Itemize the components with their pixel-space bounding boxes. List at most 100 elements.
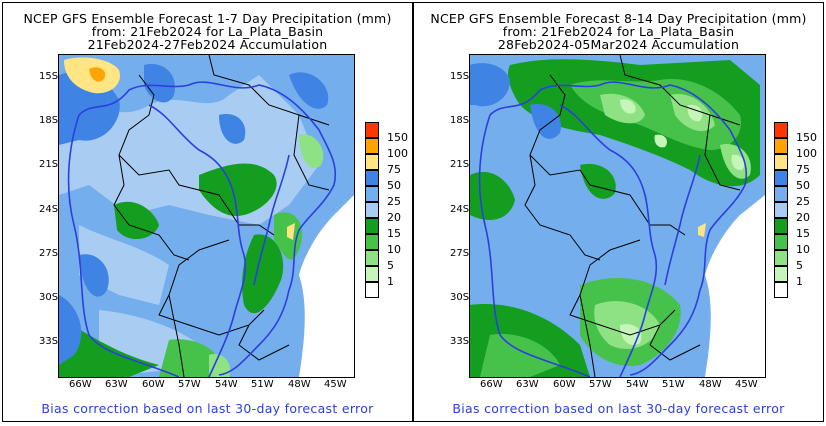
bias-correction-note: Bias correction based on last 30-day for… [452, 401, 785, 416]
area-15mm [114, 201, 159, 240]
area-1mm [620, 99, 636, 114]
lon-label: 54W [215, 379, 238, 390]
panel-title: NCEP GFS Ensemble Forecast 8-14 Day Prec… [430, 11, 807, 26]
legend-swatch-1 [365, 266, 379, 282]
legend-label: 25 [387, 195, 401, 208]
legend-label: 150 [796, 131, 817, 144]
bias-correction-note: Bias correction based on last 30-day for… [41, 401, 374, 416]
river [559, 104, 701, 377]
legend-swatch-5 [365, 250, 379, 266]
panel-accumulation-period: 21Feb2024-27Feb2024 Accumulation [87, 37, 328, 52]
legend-label: 75 [387, 163, 401, 176]
panel-week2: NCEP GFS Ensemble Forecast 8-14 Day Prec… [413, 2, 824, 422]
legend-label: 150 [387, 131, 408, 144]
lat-label: 21S [450, 159, 470, 170]
lon-label: 45W [324, 379, 347, 390]
lat-label: 27S [39, 248, 59, 259]
legend-label: 20 [387, 211, 401, 224]
lat-label: 30S [39, 292, 59, 303]
lat-label: 33S [450, 336, 470, 347]
legend-label: 1 [796, 275, 803, 288]
lon-label: 66W [480, 379, 503, 390]
legend-swatch-50 [365, 170, 379, 186]
legend-label: 1 [387, 275, 394, 288]
lon-label: 51W [662, 379, 685, 390]
country-border [113, 55, 330, 377]
lon-label: 48W [699, 379, 722, 390]
lon-label: 66W [69, 379, 92, 390]
legend-swatch-20 [774, 202, 788, 218]
lon-label: 60W [142, 379, 165, 390]
lon-label: 45W [735, 379, 758, 390]
legend-label: 10 [796, 243, 810, 256]
area-10mm [159, 339, 221, 377]
lat-label: 24S [39, 204, 59, 215]
lon-label: 57W [178, 379, 201, 390]
area-5mm [209, 354, 231, 377]
legend-label: 25 [796, 195, 810, 208]
legend-swatch-25 [365, 186, 379, 202]
legend-swatch-0 [774, 282, 788, 298]
area-1mm [654, 134, 667, 148]
lon-label: 60W [553, 379, 576, 390]
legend-swatch-20 [365, 202, 379, 218]
lon-label: 57W [589, 379, 612, 390]
country-border [524, 55, 741, 377]
precip-map [469, 54, 766, 378]
ocean-no-rain [705, 195, 765, 377]
legend-label: 75 [796, 163, 810, 176]
legend-swatch-10 [774, 234, 788, 250]
basin-outline [478, 81, 748, 377]
legend-label: 5 [387, 259, 394, 272]
legend-swatch-100 [774, 138, 788, 154]
legend-swatch-150 [365, 122, 379, 138]
area-15mm [242, 234, 284, 314]
precip-map-svg [59, 55, 354, 377]
legend-label: 20 [796, 211, 810, 224]
area-15mm [59, 317, 159, 377]
legend-swatch-25 [774, 186, 788, 202]
area-50mm [79, 254, 109, 297]
legend-swatch-1 [774, 266, 788, 282]
lon-label: 51W [251, 379, 274, 390]
legend-label: 50 [796, 179, 810, 192]
area-100mm [89, 67, 106, 82]
legend-label: 100 [387, 147, 408, 160]
lat-label: 30S [450, 292, 470, 303]
basin-outline [67, 81, 337, 377]
area-50mm [59, 295, 82, 365]
area-50mm [289, 72, 329, 109]
lat-label: 21S [39, 159, 59, 170]
legend-label: 10 [387, 243, 401, 256]
legend-swatch-15 [774, 218, 788, 234]
lon-label: 63W [105, 379, 128, 390]
lat-label: 24S [450, 204, 470, 215]
legend-label: 5 [796, 259, 803, 272]
lon-label: 54W [626, 379, 649, 390]
panel-week1: NCEP GFS Ensemble Forecast 1-7 Day Preci… [2, 2, 413, 422]
legend-swatch-75 [365, 154, 379, 170]
area-50mm [470, 63, 510, 107]
legend-swatch-10 [365, 234, 379, 250]
legend-swatch-50 [774, 170, 788, 186]
area-50mm [530, 104, 561, 139]
legend-swatch-150 [774, 122, 788, 138]
area-1mm [731, 154, 745, 171]
lon-label: 48W [288, 379, 311, 390]
area-5mm [299, 134, 324, 169]
precip-map-svg [470, 55, 765, 377]
panel-accumulation-period: 28Feb2024-05Mar2024 Accumulation [497, 37, 740, 52]
panel-issue-date: from: 21Feb2024 for La_Plata_Basin [502, 24, 735, 39]
legend-swatch-100 [365, 138, 379, 154]
area-75mm [698, 223, 706, 237]
legend-label: 100 [796, 147, 817, 160]
lon-label: 63W [516, 379, 539, 390]
lat-label: 15S [39, 71, 59, 82]
area-15mm [580, 163, 616, 199]
lat-label: 27S [450, 248, 470, 259]
river [148, 104, 290, 377]
lat-label: 18S [39, 115, 59, 126]
lat-label: 33S [39, 336, 59, 347]
panel-issue-date: from: 21Feb2024 for La_Plata_Basin [91, 24, 324, 39]
